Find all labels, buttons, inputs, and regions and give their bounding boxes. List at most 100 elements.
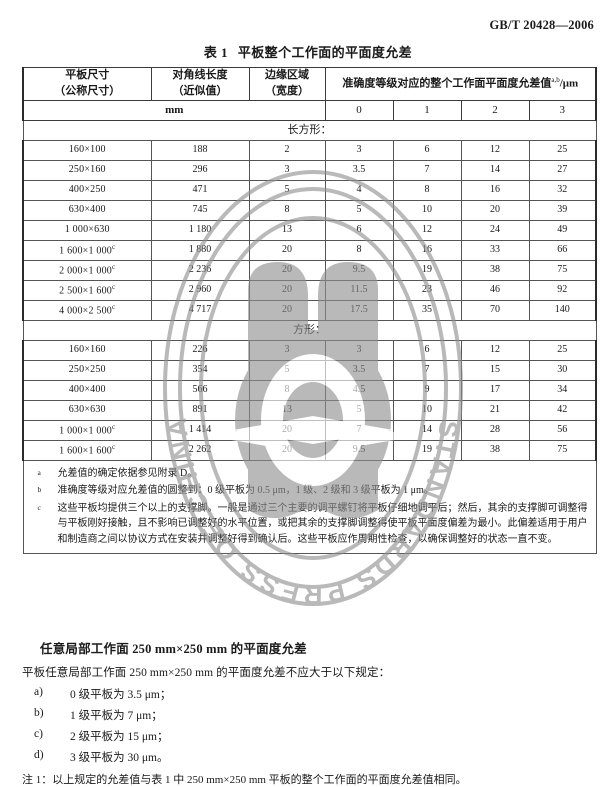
table-group-row: 方形： [22,319,597,341]
cell-tolerance-grade-2: 12 [460,139,530,161]
cell-tolerance-grade-0: 11.5 [324,279,394,301]
plate-size-value: 2 500×1 600 [59,285,113,297]
plate-size-value: 1 000×630 [64,224,110,236]
cell-plate-size: 1 600×1 000c [22,239,152,261]
table-row: 630×400 745 8 5 10 20 39 [22,199,598,221]
cell-tolerance-grade-3: 66 [528,239,598,261]
cell-tolerance-grade-1: 8 [392,179,462,201]
list-item-marker: c) [34,728,43,740]
plate-size-value: 630×630 [68,404,106,416]
cell-edge-zone-width: 20 [248,299,326,321]
cell-edge-zone-width: 3 [248,339,326,361]
cell-tolerance-grade-3: 140 [528,299,598,321]
cell-tolerance-grade-2: 24 [460,219,530,241]
plate-size-value: 1 600×1 000 [59,245,113,257]
cell-plate-size: 630×400 [22,199,152,221]
plate-size-value: 160×160 [68,344,106,356]
cell-plate-size: 1 000×630 [22,219,152,241]
cell-tolerance-grade-2: 17 [460,379,530,401]
document-page: GB/T 20428—2006 表 1 平板整个工作面的平面度允差 平板尺寸 （公… [0,18,616,786]
cell-diagonal-length: 2 236 [150,259,250,281]
cell-tolerance-grade-0: 3 [324,139,394,161]
cell-tolerance-grade-1: 7 [392,159,462,181]
cell-diagonal-length: 745 [150,199,250,221]
plate-size-value: 630×400 [68,204,106,216]
cell-tolerance-grade-1: 6 [392,339,462,361]
footnote-marker: c [37,502,41,512]
cell-edge-zone-width: 20 [248,419,326,441]
cell-edge-zone-width: 5 [248,179,326,201]
cell-tolerance-grade-1: 10 [392,199,462,221]
plate-size-value: 1 600×1 600 [59,445,113,457]
cell-tolerance-grade-3: 39 [528,199,598,221]
cell-plate-size: 400×400 [22,379,152,401]
col-header-diagonal-line1: 对角线长度 [172,69,228,81]
cell-edge-zone-width: 20 [248,279,326,301]
cell-edge-zone-width: 20 [248,439,326,461]
cell-plate-size: 160×100 [22,139,152,161]
cell-tolerance-grade-0: 17.5 [324,299,394,321]
flatness-tolerance-table: 平板尺寸 （公称尺寸） 对角线长度 （近似值） 边缘区域 （宽度） 准确度等级对… [22,67,598,555]
table-header-row-main: 平板尺寸 （公称尺寸） 对角线长度 （近似值） 边缘区域 （宽度） 准确度等级对… [22,67,598,101]
footnote-container: a 允差值的确定依据参见附录 D。 b 准确度等级对应允差值的圆整到：0 级平板为 0… [22,459,597,555]
cell-diagonal-length: 2 262 [150,439,250,461]
list-item-marker: a) [34,686,43,698]
cell-tolerance-grade-0: 3.5 [324,359,394,381]
col-header-diagonal-line2: （近似值） [172,84,228,97]
col-header-tolerance-unit: /μm [559,77,579,90]
table-group-label: 长方形： [22,119,597,141]
plate-size-value: 160×100 [68,144,106,156]
table-row: 250×250 354 5 3.5 7 15 30 [22,359,598,381]
cell-tolerance-grade-2: 38 [460,439,530,461]
list-item: a) 0 级平板为 3.5 μm； [22,686,595,702]
plate-size-value: 2 000×1 000 [59,265,113,277]
cell-tolerance-grade-1: 23 [392,279,462,301]
plate-size-footnote-ref: c [112,242,116,251]
table-caption-title: 平板整个工作面的平面度允差 [237,45,413,60]
col-header-edge-line1: 边缘区域 [265,69,309,81]
col-header-tolerance-text: 准确度等级对应的整个工作面平面度允差值 [342,77,552,90]
cell-tolerance-grade-2: 70 [460,299,530,321]
cell-tolerance-grade-3: 25 [528,139,598,161]
cell-diagonal-length: 4 717 [150,299,250,321]
cell-edge-zone-width: 5 [248,359,326,381]
cell-edge-zone-width: 8 [248,199,326,221]
cell-diagonal-length: 891 [150,399,250,421]
table-caption: 表 1 平板整个工作面的平面度允差 [0,42,616,61]
cell-tolerance-grade-3: 75 [528,439,598,461]
table-footnotes: a 允差值的确定依据参见附录 D。 b 准确度等级对应允差值的圆整到：0 级平板为 0… [22,459,597,555]
table-row: 2 500×1 600c 2 960 20 11.5 23 46 92 [22,279,598,301]
cell-plate-size: 1 000×1 000c [22,419,152,441]
cell-tolerance-grade-2: 46 [460,279,530,301]
cell-diagonal-length: 296 [150,159,250,181]
list-item-text: 1 级平板为 7 μm； [70,710,163,722]
cell-tolerance-grade-3: 42 [528,399,598,421]
col-header-diagonal: 对角线长度 （近似值） [150,67,250,101]
cell-tolerance-grade-2: 14 [460,159,530,181]
table-group-row: 长方形： [22,119,597,141]
cell-tolerance-grade-0: 4.5 [324,379,394,401]
table-body: 长方形： 160×100 188 2 3 6 12 25 250×160 296 3 3.5 7 14 27… [22,119,598,461]
footnote-marker: a [37,467,41,477]
cell-tolerance-grade-1: 14 [392,419,462,441]
cell-tolerance-grade-1: 35 [392,299,462,321]
cell-tolerance-grade-1: 9 [392,379,462,401]
list-item-text: 2 级平板为 15 μm； [70,731,169,743]
list-item-marker: b) [34,707,44,719]
cell-tolerance-grade-0: 3 [324,339,394,361]
list-item: c) 2 级平板为 15 μm； [22,728,595,744]
cell-tolerance-grade-0: 8 [324,239,394,261]
list-item-text: 3 级平板为 30 μm。 [70,752,169,764]
table-caption-number: 表 1 [203,45,228,60]
col-header-edge-line2: （宽度） [265,84,309,97]
cell-plate-size: 160×160 [22,339,152,361]
table-row: 400×400 566 8 4.5 9 17 34 [22,379,598,401]
cell-tolerance-grade-2: 12 [460,339,530,361]
table-row: 4 000×2 500c 4 717 20 17.5 35 70 140 [22,299,598,321]
cell-diagonal-length: 226 [150,339,250,361]
plate-size-value: 250×250 [68,364,106,376]
grade-header-3: 3 [528,99,598,121]
cell-edge-zone-width: 2 [248,139,326,161]
cell-plate-size: 1 600×1 600c [22,439,152,461]
cell-tolerance-grade-1: 19 [392,439,462,461]
